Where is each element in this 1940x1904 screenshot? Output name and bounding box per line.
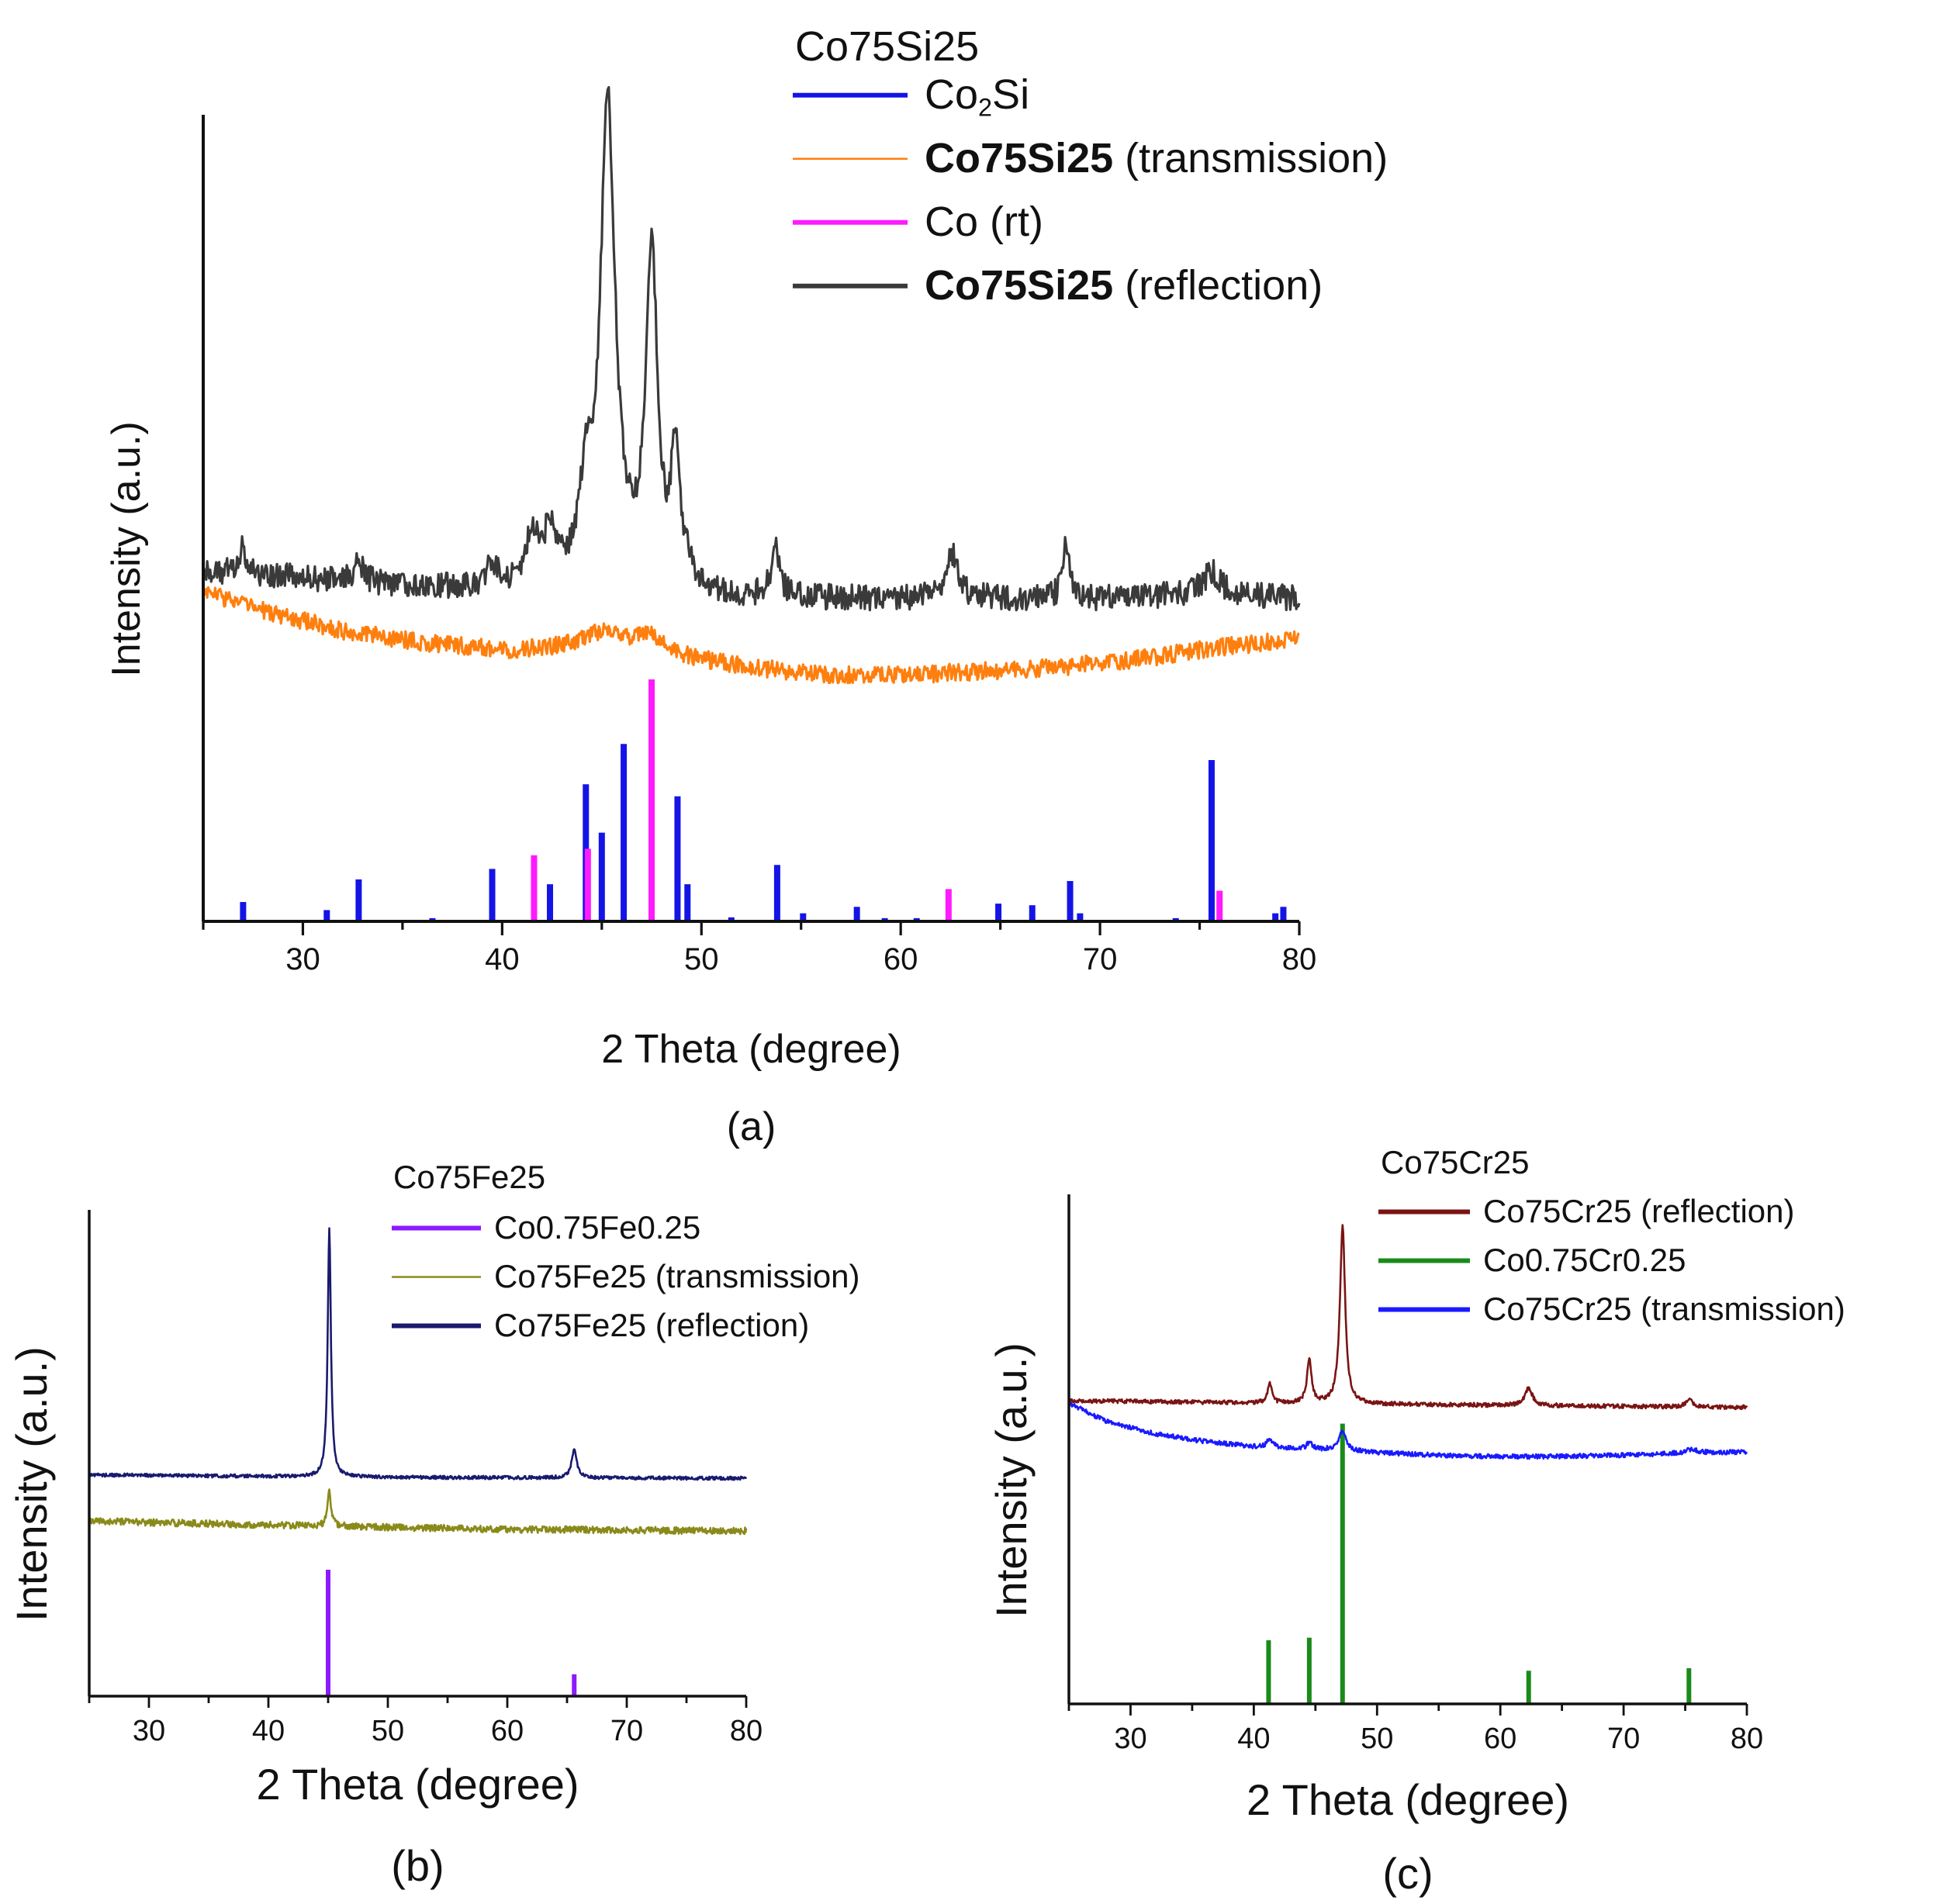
series-line-1-2 bbox=[88, 1227, 748, 1481]
x-tick-label: 70 bbox=[1607, 1723, 1640, 1755]
legend-title: Co75Fe25 bbox=[393, 1159, 545, 1195]
legend-entry-0: Co75Cr25 (reflection) bbox=[1483, 1193, 1795, 1229]
x-tick-label: 80 bbox=[1282, 942, 1317, 976]
legend: Co75Fe25 Co0.75Fe0.25 Co75Fe25 (transmissi… bbox=[392, 1159, 860, 1343]
legend-text: Co (rt) bbox=[925, 199, 1043, 245]
legend-entry-1: Co0.75Cr0.25 bbox=[1483, 1242, 1686, 1278]
x-tick-label: 40 bbox=[252, 1715, 285, 1747]
legend-entry-1: Co75Fe25 (transmission) bbox=[494, 1258, 860, 1294]
legend-title: Co75Si25 bbox=[795, 23, 979, 70]
x-tick-label: 30 bbox=[1114, 1723, 1146, 1755]
chart-panel-2: 30 40 50 60 70 80 2 Theta (degree) Intensity (a… bbox=[987, 1144, 1845, 1898]
legend-bold: Co75Si25 bbox=[925, 262, 1113, 309]
legend-bold: Co75Si25 bbox=[925, 135, 1113, 181]
x-axis-label: 2 Theta (degree) bbox=[1247, 1775, 1569, 1824]
series-line-1-1 bbox=[88, 1488, 748, 1536]
legend-entry-0: Co0.75Fe0.25 bbox=[494, 1209, 700, 1246]
x-tick-label: 50 bbox=[684, 942, 719, 976]
chart-panel-1: 30 40 50 60 70 80 2 Theta (degree) Intensity (a… bbox=[7, 1159, 860, 1890]
chart-panel-0: 30 40 50 60 70 80 2 Theta (degree) Intensity (a… bbox=[104, 23, 1388, 1149]
legend-title: Co75Cr25 bbox=[1381, 1144, 1529, 1180]
legend-entry-3: Co75Si25 (reflection) bbox=[925, 262, 1323, 309]
legend-text: (transmission) bbox=[1113, 135, 1388, 181]
x-tick-label: 80 bbox=[730, 1715, 763, 1747]
legend-entry-2: Co75Cr25 (transmission) bbox=[1483, 1291, 1845, 1327]
x-axis-label: 2 Theta (degree) bbox=[256, 1760, 579, 1809]
legend-entry-2: Co (rt) bbox=[925, 199, 1043, 245]
x-axis-label: 2 Theta (degree) bbox=[601, 1027, 901, 1072]
legend-subscript: 2 bbox=[978, 94, 992, 122]
series-line-0-2 bbox=[202, 586, 1300, 685]
legend-entry-0: Co2Si bbox=[925, 71, 1029, 122]
legend-entry-1: Co75Si25 (transmission) bbox=[925, 135, 1388, 181]
x-tick-label: 30 bbox=[133, 1715, 165, 1747]
x-tick-label: 40 bbox=[1237, 1723, 1270, 1755]
y-axis-label: Intensity (a.u.) bbox=[987, 1342, 1036, 1618]
x-tick-label: 50 bbox=[372, 1715, 404, 1747]
legend: Co75Cr25 Co75Cr25 (reflection) Co0.75Cr0.2… bbox=[1378, 1144, 1845, 1327]
series-line-2-1 bbox=[1068, 1401, 1748, 1460]
x-tick-label: 40 bbox=[485, 942, 520, 976]
x-tick-label: 70 bbox=[1083, 942, 1118, 976]
series-line-0-3 bbox=[202, 85, 1301, 612]
x-tick-label: 70 bbox=[610, 1715, 643, 1747]
x-tick-label: 60 bbox=[1484, 1723, 1516, 1755]
x-tick-label: 60 bbox=[491, 1715, 524, 1747]
legend-entry-2: Co75Fe25 (reflection) bbox=[494, 1307, 809, 1343]
series-line-2-2 bbox=[1067, 1224, 1748, 1411]
y-axis-label: Intensity (a.u.) bbox=[104, 421, 149, 676]
x-tick-label: 30 bbox=[285, 942, 320, 976]
legend-text: Si bbox=[992, 71, 1029, 118]
x-tick-label: 50 bbox=[1361, 1723, 1393, 1755]
x-tick-label: 60 bbox=[884, 942, 918, 976]
panel-label: (a) bbox=[727, 1104, 776, 1149]
legend-text: Co bbox=[925, 71, 978, 118]
y-axis-label: Intensity (a.u.) bbox=[7, 1346, 56, 1622]
panel-label: (b) bbox=[391, 1841, 444, 1890]
legend-text: (reflection) bbox=[1113, 262, 1323, 309]
x-tick-label: 80 bbox=[1731, 1723, 1763, 1755]
panel-label: (c) bbox=[1382, 1849, 1433, 1898]
